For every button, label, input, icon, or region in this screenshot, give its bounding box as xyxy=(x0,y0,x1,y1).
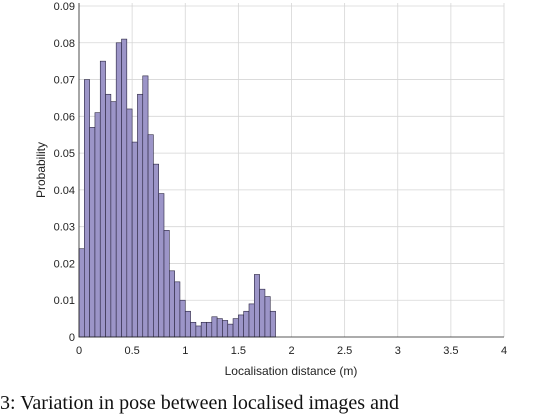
histogram-bar xyxy=(195,325,202,338)
y-tick-label: 0.04 xyxy=(54,185,75,197)
histogram-bar xyxy=(84,79,90,338)
axis-frame xyxy=(78,3,504,338)
histogram-bar xyxy=(163,230,170,338)
histogram-bar xyxy=(269,310,276,338)
y-tick-label: 0.07 xyxy=(54,75,75,87)
y-tick-label: 0.05 xyxy=(54,148,75,160)
y-tick-label: 0.09 xyxy=(54,1,75,13)
histogram-bar xyxy=(169,270,175,338)
histogram-bar xyxy=(264,296,271,338)
x-axis-label: Localisation distance (m) xyxy=(225,364,358,378)
histogram-bar xyxy=(211,316,218,338)
x-tick-label: 2.5 xyxy=(337,345,352,357)
histogram-bar xyxy=(227,323,234,338)
histogram-bar xyxy=(222,320,229,338)
histogram-bar xyxy=(78,248,85,338)
x-tick-label: 0.5 xyxy=(124,345,139,357)
histogram-bar xyxy=(126,108,133,338)
histogram-bar xyxy=(89,127,96,338)
histogram-bar xyxy=(238,314,244,338)
histogram-bar xyxy=(248,303,255,338)
histogram-bar xyxy=(190,321,197,338)
histogram-bar xyxy=(142,75,149,338)
y-tick-label: 0.06 xyxy=(54,111,75,123)
histogram-bar xyxy=(254,274,260,338)
axes xyxy=(78,3,504,338)
histogram-bar xyxy=(174,281,181,338)
histogram-bar xyxy=(158,193,165,338)
histogram-bar xyxy=(147,134,154,338)
y-tick-label: 0.08 xyxy=(54,38,75,50)
histogram-bars xyxy=(78,38,276,338)
x-tick-label: 2 xyxy=(288,345,294,357)
grid-lines xyxy=(79,3,505,337)
y-tick-label: 0 xyxy=(69,332,75,344)
histogram-bar xyxy=(232,318,239,338)
histogram-bar xyxy=(121,38,128,338)
histogram-chart: 0 0.5 1 1.5 2 2.5 3 3.5 4 00.010.020.030.040.050… xyxy=(34,1,507,378)
y-tick-label: 0.02 xyxy=(54,258,75,270)
x-tick-label: 1 xyxy=(182,345,188,357)
histogram-bar xyxy=(243,310,250,338)
x-tick-labels: 0 0.5 1 1.5 2 2.5 3 3.5 4 xyxy=(76,345,507,357)
histogram-bar xyxy=(153,163,159,338)
histogram-bar xyxy=(110,101,117,338)
histogram-bar xyxy=(131,141,138,338)
histogram-bar xyxy=(259,288,266,338)
histogram-bar xyxy=(184,310,191,338)
histogram-bar xyxy=(105,93,112,338)
histogram-bar xyxy=(94,112,101,338)
y-tick-label: 0.01 xyxy=(54,295,75,307)
histogram-bar xyxy=(216,318,223,338)
histogram-bar xyxy=(115,42,122,338)
histogram-bar xyxy=(179,299,186,338)
x-tick-label: 3 xyxy=(395,345,401,357)
y-axis-label: Probability xyxy=(34,142,48,198)
y-tick-label: 0.03 xyxy=(54,222,75,234)
x-tick-label: 1.5 xyxy=(231,345,246,357)
histogram-bar xyxy=(137,93,144,338)
histogram-bar xyxy=(200,321,207,338)
histogram-bar xyxy=(99,60,106,338)
x-tick-label: 3.5 xyxy=(443,345,458,357)
x-tick-label: 0 xyxy=(76,345,82,357)
y-tick-labels: 0 0.01 0.02 0.03 0.04 0.05 0.06 0.07 0.08 0.09 xyxy=(54,1,75,344)
figure-caption: 3: Variation in pose between localised i… xyxy=(0,392,399,414)
histogram-bar xyxy=(206,321,213,338)
x-tick-label: 4 xyxy=(501,345,507,357)
